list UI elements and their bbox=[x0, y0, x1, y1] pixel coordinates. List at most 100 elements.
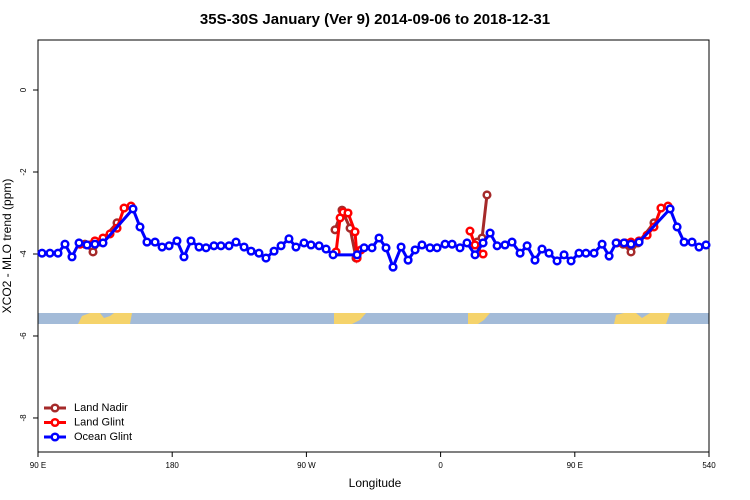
x-tick-label: 90 W bbox=[297, 461, 316, 470]
data-point bbox=[507, 237, 517, 247]
y-tick-label: -8 bbox=[19, 414, 28, 422]
data-point bbox=[425, 243, 435, 253]
chart-title: 35S-30S January (Ver 9) 2014-09-06 to 20… bbox=[200, 11, 550, 28]
x-tick-label: 180 bbox=[166, 461, 180, 470]
data-point bbox=[455, 243, 465, 253]
data-point bbox=[314, 241, 324, 251]
data-point bbox=[306, 240, 316, 250]
data-point bbox=[231, 237, 241, 247]
data-point bbox=[465, 226, 475, 236]
legend-marker bbox=[50, 432, 60, 442]
x-tick-label: 0 bbox=[438, 461, 443, 470]
data-point bbox=[291, 242, 301, 252]
data-point bbox=[186, 236, 196, 246]
data-point bbox=[216, 241, 226, 251]
data-point bbox=[634, 237, 644, 247]
data-point bbox=[604, 251, 614, 261]
data-point bbox=[485, 228, 495, 238]
data-point bbox=[367, 243, 377, 253]
data-point bbox=[566, 256, 576, 266]
data-point bbox=[374, 233, 384, 243]
data-point bbox=[254, 248, 264, 258]
data-point bbox=[470, 240, 480, 250]
data-point bbox=[321, 244, 331, 254]
data-point bbox=[352, 250, 362, 260]
data-point bbox=[432, 243, 442, 253]
data-point bbox=[299, 238, 309, 248]
data-point bbox=[544, 248, 554, 258]
data-point bbox=[478, 238, 488, 248]
data-point bbox=[515, 248, 525, 258]
data-point bbox=[157, 242, 167, 252]
data-point bbox=[559, 250, 569, 260]
data-point bbox=[98, 238, 108, 248]
data-point bbox=[53, 248, 63, 258]
data-point bbox=[284, 234, 294, 244]
data-point bbox=[37, 248, 47, 258]
data-point bbox=[530, 255, 540, 265]
data-point bbox=[350, 227, 360, 237]
data-point bbox=[470, 250, 480, 260]
data-point bbox=[246, 246, 256, 256]
data-point bbox=[396, 242, 406, 252]
y-tick-label: -6 bbox=[19, 332, 28, 340]
data-point bbox=[597, 239, 607, 249]
data-point bbox=[478, 249, 488, 259]
data-point bbox=[589, 248, 599, 258]
data-point bbox=[626, 239, 636, 249]
data-point bbox=[381, 243, 391, 253]
data-point bbox=[522, 241, 532, 251]
data-point bbox=[179, 252, 189, 262]
data-point bbox=[209, 241, 219, 251]
x-tick-label: 540 bbox=[702, 461, 716, 470]
data-point bbox=[694, 242, 704, 252]
data-point bbox=[119, 203, 129, 213]
data-point bbox=[224, 241, 234, 251]
data-point bbox=[201, 243, 211, 253]
legend-label: Ocean Glint bbox=[74, 431, 132, 443]
data-point bbox=[500, 240, 510, 250]
data-point bbox=[672, 222, 682, 232]
data-point bbox=[194, 242, 204, 252]
legend-marker bbox=[50, 417, 60, 428]
x-tick-label: 90 E bbox=[567, 461, 583, 470]
data-point bbox=[359, 243, 369, 253]
data-point bbox=[440, 239, 450, 249]
data-point bbox=[687, 237, 697, 247]
data-point bbox=[172, 236, 182, 246]
data-point bbox=[665, 204, 675, 214]
data-point bbox=[447, 239, 457, 249]
data-point bbox=[45, 248, 55, 258]
data-point bbox=[142, 237, 152, 247]
legend-marker bbox=[50, 403, 60, 413]
data-point bbox=[492, 241, 502, 251]
data-point bbox=[128, 204, 138, 214]
data-point bbox=[611, 238, 621, 248]
data-point bbox=[482, 190, 492, 200]
land-sea-strip bbox=[38, 313, 709, 324]
data-point bbox=[261, 253, 271, 263]
data-point bbox=[574, 248, 584, 258]
data-point bbox=[462, 238, 472, 248]
data-point bbox=[403, 255, 413, 265]
x-axis-label: Longitude bbox=[349, 476, 402, 490]
data-point bbox=[552, 256, 562, 266]
data-point bbox=[135, 222, 145, 232]
data-point bbox=[656, 203, 666, 213]
data-point bbox=[701, 240, 711, 250]
y-tick-label: 0 bbox=[19, 87, 28, 92]
y-tick-label: -4 bbox=[19, 250, 28, 258]
data-point bbox=[537, 244, 547, 254]
data-point bbox=[88, 247, 98, 257]
y-axis-label: XCO2 - MLO trend (ppm) bbox=[0, 179, 14, 314]
data-point bbox=[626, 247, 636, 257]
data-point bbox=[581, 248, 591, 258]
data-point bbox=[67, 252, 77, 262]
data-point bbox=[276, 241, 286, 251]
x-tick-label: 90 E bbox=[30, 461, 46, 470]
data-point bbox=[82, 240, 92, 250]
data-point bbox=[410, 245, 420, 255]
legend-label: Land Glint bbox=[74, 416, 124, 428]
data-point bbox=[164, 241, 174, 251]
